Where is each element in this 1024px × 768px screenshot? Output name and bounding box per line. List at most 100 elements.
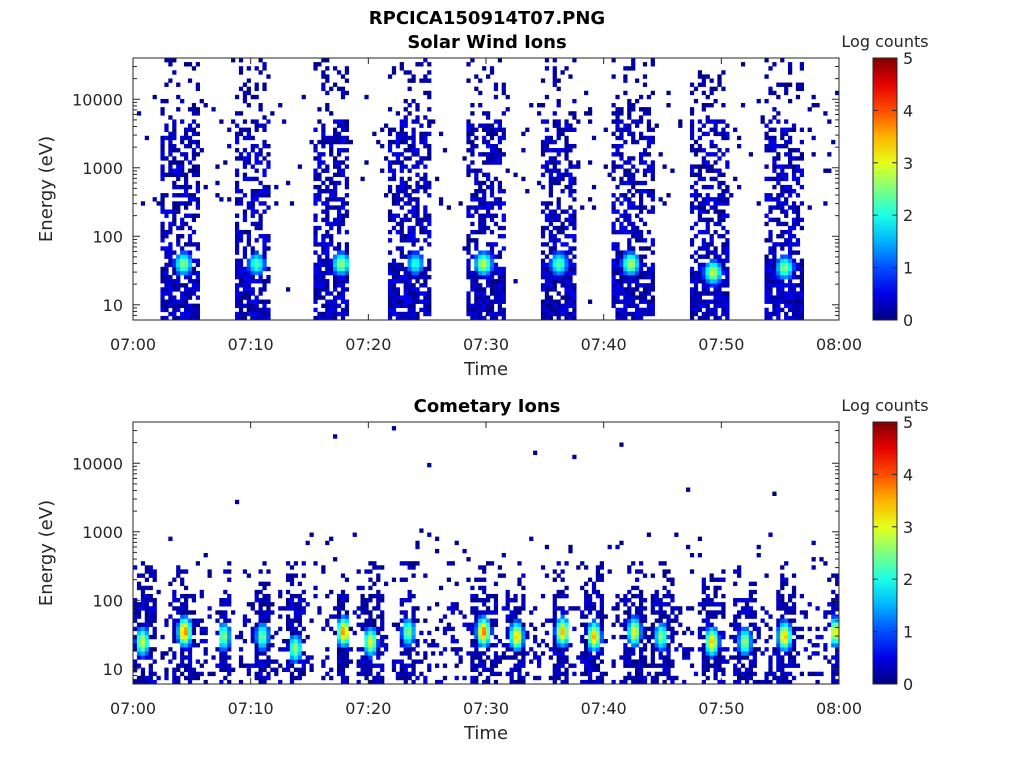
spectrogram-cell	[709, 643, 714, 648]
spectrogram-cell	[140, 598, 146, 603]
spectrogram-cell	[399, 663, 404, 668]
spectrogram-cell	[419, 225, 424, 231]
spectrogram-cell	[176, 274, 181, 280]
spectrogram-cell	[321, 74, 326, 79]
spectrogram-cell	[725, 307, 730, 313]
spectrogram-cell	[340, 573, 346, 578]
spectrogram-cell	[325, 671, 330, 677]
spectrogram-cell	[262, 651, 267, 656]
spectrogram-cell	[195, 184, 200, 190]
spectrogram-cell	[419, 160, 424, 165]
spectrogram-cell	[180, 295, 185, 300]
spectrogram-cell	[501, 82, 506, 87]
spectrogram-cell	[242, 148, 248, 153]
spectrogram-cell	[493, 581, 499, 587]
spectrogram-cell	[321, 217, 326, 223]
spectrogram-cell	[556, 303, 561, 309]
spectrogram-cell	[195, 622, 200, 627]
spectrogram-cell	[376, 630, 381, 636]
spectrogram-cell	[407, 287, 412, 292]
spectrogram-cell	[195, 258, 200, 263]
spectrogram-cell	[587, 659, 593, 664]
spectrogram-cell	[344, 164, 350, 169]
spectrogram-cell	[709, 638, 714, 644]
spectrogram-cell	[376, 573, 381, 578]
spectrogram-cell	[172, 626, 177, 632]
spectrogram-cell	[399, 189, 404, 194]
spectrogram-cell	[223, 647, 228, 652]
spectrogram-cell	[407, 598, 412, 603]
spectrogram-cell	[227, 561, 232, 566]
spectrogram-cell	[344, 201, 350, 206]
spectrogram-cell	[564, 152, 569, 157]
spectrogram-cell	[321, 139, 326, 145]
spectrogram-cell	[725, 315, 730, 321]
spectrogram-cell	[384, 643, 389, 648]
spectrogram-cell	[474, 242, 479, 247]
spectrogram-cell	[623, 598, 628, 603]
spectrogram-cell	[807, 205, 812, 210]
spectrogram-cell	[489, 123, 495, 128]
spectrogram-cell	[693, 152, 699, 157]
spectrogram-cell	[674, 606, 679, 611]
spectrogram-cell	[635, 585, 640, 591]
spectrogram-cell	[195, 143, 200, 149]
spectrogram-cell	[133, 643, 138, 648]
spectrogram-cell	[493, 262, 499, 268]
spectrogram-cell	[627, 189, 632, 194]
spectrogram-cell	[176, 176, 181, 182]
spectrogram-cell	[619, 274, 624, 280]
spectrogram-cell	[423, 618, 428, 623]
spectrogram-cell	[568, 160, 573, 165]
spectrogram-cell	[721, 655, 726, 660]
spectrogram-cell	[666, 593, 671, 599]
spectrogram-cell	[493, 663, 499, 668]
spectrogram-cell	[631, 315, 636, 321]
spectrogram-cell	[784, 262, 789, 268]
spectrogram-cell	[466, 270, 471, 276]
spectrogram-cell	[227, 598, 232, 603]
spectrogram-cell	[262, 299, 267, 304]
spectrogram-cell	[611, 193, 616, 198]
spectrogram-cell	[760, 115, 765, 120]
spectrogram-cell	[258, 279, 263, 284]
spectrogram-cell	[254, 209, 259, 214]
spectrogram-cell	[313, 148, 318, 153]
spectrogram-cell	[693, 671, 699, 677]
spectrogram-cell	[266, 598, 271, 603]
spectrogram-cell	[246, 311, 251, 317]
spectrogram-cell	[411, 242, 416, 247]
spectrogram-cell	[340, 258, 346, 263]
spectrogram-cell	[466, 148, 471, 153]
spectrogram-cell	[733, 671, 738, 677]
spectrogram-cell	[203, 647, 208, 652]
spectrogram-cell	[587, 651, 593, 656]
spectrogram-cell	[172, 156, 177, 161]
spectrogram-cell	[489, 610, 495, 615]
spectrogram-cell	[556, 131, 561, 137]
spectrogram-cell	[584, 589, 589, 595]
spectrogram-cell	[195, 675, 200, 681]
spectrogram-cell	[297, 618, 302, 623]
spectrogram-cell	[560, 274, 565, 280]
spectrogram-cell	[587, 622, 593, 627]
spectrogram-cell	[776, 258, 781, 263]
spectrogram-cell	[717, 274, 722, 280]
spectrogram-cell	[446, 205, 451, 210]
spectrogram-cell	[415, 115, 420, 120]
spectrogram-cell	[560, 659, 565, 664]
spectrogram-cell	[580, 585, 585, 591]
spectrogram-cell	[454, 602, 459, 607]
spectrogram-cell	[411, 663, 416, 668]
spectrogram-cell	[317, 254, 322, 259]
spectrogram-cell	[697, 610, 703, 615]
spectrogram-cell	[282, 667, 287, 673]
spectrogram-cell	[285, 287, 291, 292]
spectrogram-cell	[336, 610, 342, 615]
spectrogram-cell	[474, 655, 479, 660]
spectrogram-cell	[788, 274, 793, 280]
spectrogram-cell	[266, 675, 271, 681]
spectrogram-cell	[697, 70, 703, 75]
spectrogram-cell	[407, 299, 412, 304]
spectrogram-cell	[486, 209, 491, 214]
